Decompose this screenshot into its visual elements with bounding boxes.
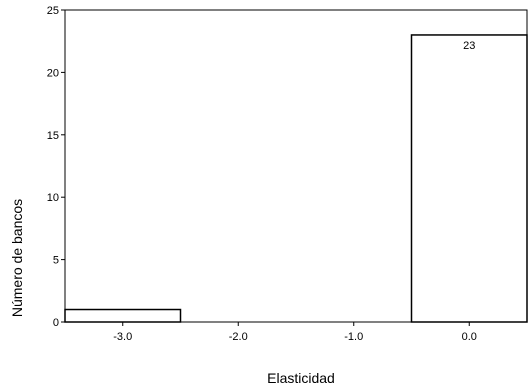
y-tick-label: 0 <box>53 317 59 329</box>
y-tick-label: 5 <box>53 255 59 267</box>
x-tick-label: -2.0 <box>229 331 248 343</box>
x-tick-label: -1.0 <box>344 331 363 343</box>
histogram-bar <box>64 308 182 323</box>
bar-data-label: 23 <box>463 40 475 52</box>
x-tick-label: -3.0 <box>113 331 132 343</box>
x-axis: -3.0 -2.0 -1.0 0.0 <box>113 322 477 343</box>
y-tick-label: 15 <box>47 130 59 142</box>
x-tick-label: 0.0 <box>462 331 477 343</box>
y-tick-label: 20 <box>47 67 59 79</box>
y-tick-label: 25 <box>47 5 59 17</box>
y-axis-label: Número de bancos <box>9 199 25 317</box>
x-axis-label: Elasticidad <box>267 370 335 386</box>
histogram-bar <box>410 34 528 323</box>
y-tick-label: 10 <box>47 192 59 204</box>
y-axis: 0 5 10 15 20 25 <box>47 5 65 329</box>
bars-group: 23 <box>64 34 528 323</box>
